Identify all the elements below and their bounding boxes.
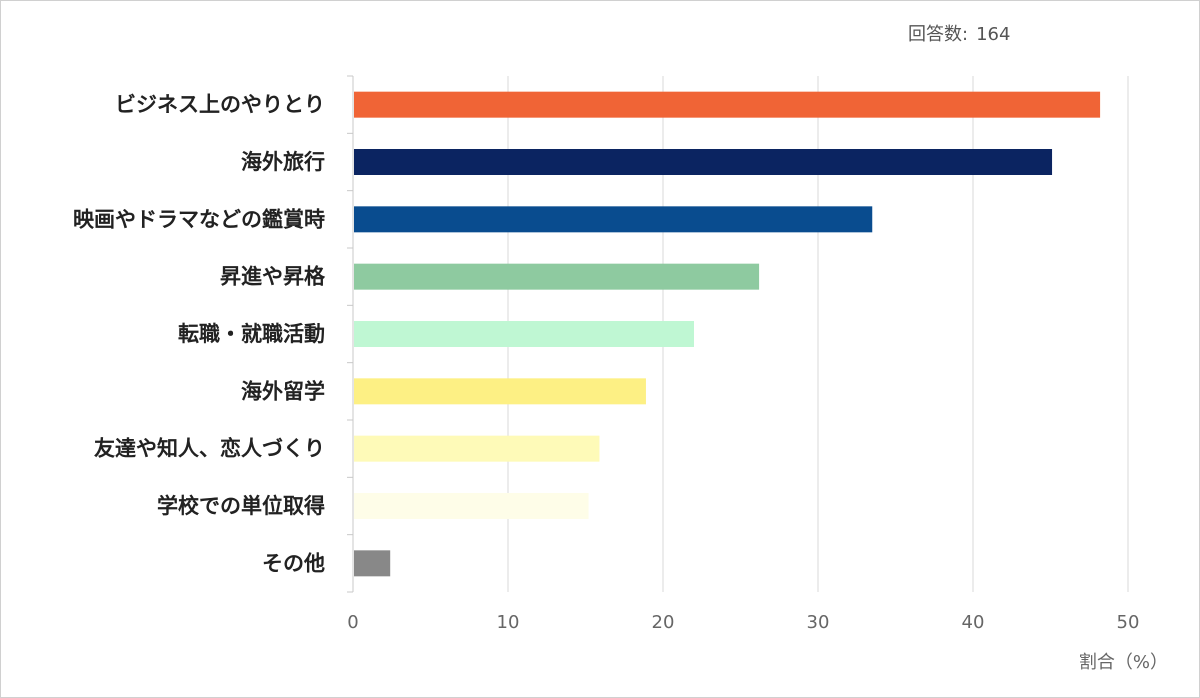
bar-0 [354, 91, 1101, 118]
bar-6 [354, 435, 600, 462]
bar-1 [354, 149, 1053, 175]
x-tick-label-30: 30 [807, 612, 830, 633]
category-label-4: 転職・就職活動 [178, 322, 325, 346]
x-tick-label-40: 40 [962, 612, 985, 633]
category-label-8: その他 [262, 551, 325, 575]
x-tick-label-10: 10 [497, 612, 520, 633]
category-label-7: 学校での単位取得 [157, 494, 325, 518]
category-label-2: 映画やドラマなどの鑑賞時 [73, 207, 325, 231]
category-label-5: 海外留学 [241, 379, 325, 403]
x-tick-label-0: 0 [347, 612, 358, 633]
bar-2 [354, 206, 873, 233]
x-axis-title: 割合（%） [1079, 652, 1168, 673]
category-label-6: 友達や知人、恋人づくり [94, 437, 325, 461]
bar-5 [354, 378, 646, 405]
category-label-0: ビジネス上のやりとり [115, 93, 325, 117]
category-label-3: 昇進や昇格 [220, 265, 326, 289]
respondent-count-label: 回答数: [908, 24, 969, 45]
bar-4 [354, 321, 694, 347]
bar-3 [354, 263, 760, 290]
x-tick-label-20: 20 [652, 612, 675, 633]
bar-7 [354, 493, 589, 519]
x-tick-label-50: 50 [1117, 612, 1140, 633]
category-label-1: 海外旅行 [241, 150, 325, 174]
respondent-count: 回答数: 164 [908, 20, 1010, 46]
respondent-count-value: 164 [976, 24, 1011, 45]
bar-8 [354, 550, 391, 577]
